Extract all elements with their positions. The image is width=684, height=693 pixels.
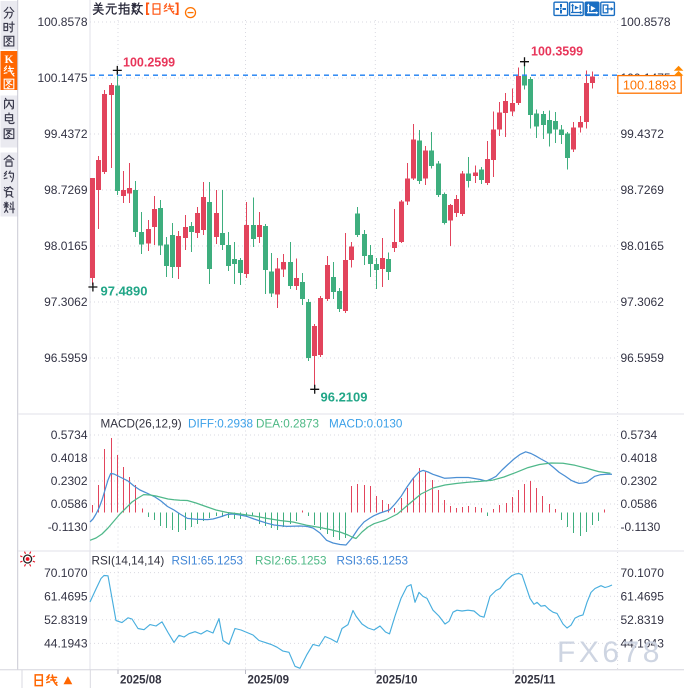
svg-text:97.4890: 97.4890 <box>101 284 148 299</box>
svg-text:44.1943: 44.1943 <box>44 637 88 651</box>
svg-text:2025/09: 2025/09 <box>248 675 290 687</box>
svg-text:-0.1130: -0.1130 <box>621 520 661 534</box>
svg-text:RSI(14,14,14): RSI(14,14,14) <box>92 555 165 568</box>
svg-text:98.0165: 98.0165 <box>621 239 665 253</box>
svg-text:2025/10: 2025/10 <box>376 675 418 687</box>
svg-text:61.4695: 61.4695 <box>44 589 88 603</box>
svg-text:FX678: FX678 <box>557 636 663 669</box>
svg-text:0.2302: 0.2302 <box>621 474 658 488</box>
svg-text:98.7269: 98.7269 <box>621 183 665 197</box>
svg-text:RSI3:65.1253: RSI3:65.1253 <box>337 555 408 568</box>
svg-text:0.5734: 0.5734 <box>621 428 658 442</box>
svg-text:98.7269: 98.7269 <box>44 183 88 197</box>
svg-text:100.1893: 100.1893 <box>623 77 676 92</box>
svg-text:2025/11: 2025/11 <box>515 675 557 687</box>
svg-text:96.2109: 96.2109 <box>321 390 368 405</box>
svg-text:70.1070: 70.1070 <box>44 566 88 580</box>
svg-text:61.4695: 61.4695 <box>621 589 665 603</box>
svg-text:MACD:0.0130: MACD:0.0130 <box>329 418 403 431</box>
svg-text:100.1475: 100.1475 <box>37 71 87 85</box>
svg-text:K: K <box>5 54 14 66</box>
svg-text:100.3599: 100.3599 <box>531 45 583 59</box>
svg-text:DEA:0.2873: DEA:0.2873 <box>256 418 319 431</box>
svg-text:98.0165: 98.0165 <box>44 239 88 253</box>
svg-text:70.1070: 70.1070 <box>621 566 665 580</box>
svg-text:0.4018: 0.4018 <box>621 451 658 465</box>
svg-text:0.2302: 0.2302 <box>51 474 88 488</box>
svg-text:99.4372: 99.4372 <box>44 127 88 141</box>
svg-text:100.8578: 100.8578 <box>621 15 671 29</box>
svg-text:RSI2:65.1253: RSI2:65.1253 <box>255 555 326 568</box>
svg-text:100.2599: 100.2599 <box>123 56 175 70</box>
svg-text:0.0586: 0.0586 <box>621 497 658 511</box>
svg-text:52.8319: 52.8319 <box>621 613 665 627</box>
svg-text:99.4372: 99.4372 <box>621 127 665 141</box>
svg-text:-0.1130: -0.1130 <box>48 520 88 534</box>
svg-text:96.5959: 96.5959 <box>44 351 88 365</box>
svg-text:DIFF:0.2938: DIFF:0.2938 <box>188 418 253 431</box>
svg-text:96.5959: 96.5959 <box>621 351 665 365</box>
svg-text:0.4018: 0.4018 <box>51 451 88 465</box>
svg-text:97.3062: 97.3062 <box>44 295 88 309</box>
svg-text:MACD(26,12,9): MACD(26,12,9) <box>101 418 182 431</box>
svg-text:44.1943: 44.1943 <box>621 637 665 651</box>
svg-text:97.3062: 97.3062 <box>621 295 665 309</box>
svg-text:2025/08: 2025/08 <box>120 675 162 687</box>
svg-text:0.5734: 0.5734 <box>51 428 88 442</box>
svg-text:0.0586: 0.0586 <box>51 497 88 511</box>
svg-text:100.8578: 100.8578 <box>37 15 87 29</box>
svg-text:RSI1:65.1253: RSI1:65.1253 <box>172 555 243 568</box>
svg-text:52.8319: 52.8319 <box>44 613 88 627</box>
